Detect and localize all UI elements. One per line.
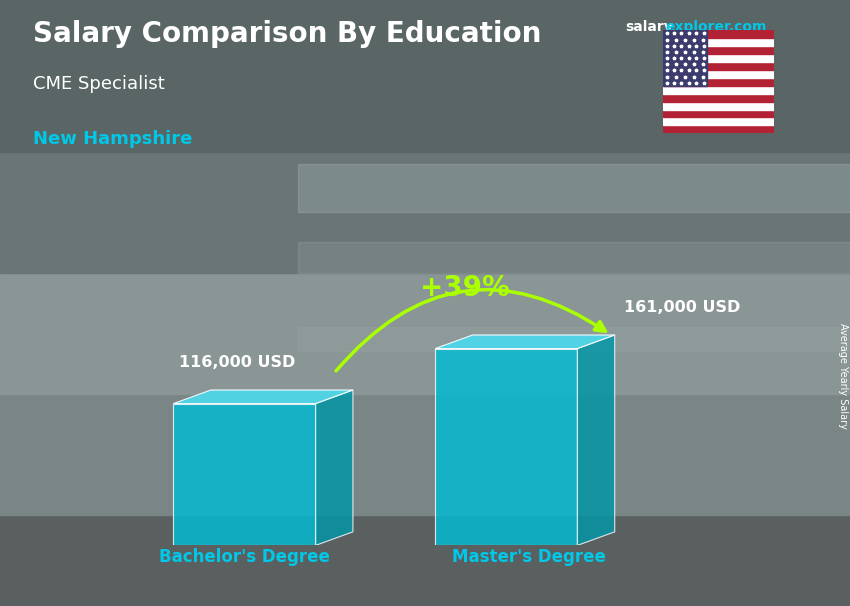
- Bar: [663, 62, 774, 70]
- Bar: [663, 78, 774, 86]
- Text: explorer.com: explorer.com: [666, 20, 767, 34]
- Polygon shape: [315, 390, 353, 545]
- Bar: [298, 164, 850, 212]
- Text: Master's Degree: Master's Degree: [451, 548, 606, 566]
- Polygon shape: [577, 335, 615, 545]
- Text: 161,000 USD: 161,000 USD: [624, 299, 740, 315]
- Polygon shape: [173, 390, 353, 404]
- Bar: [663, 54, 774, 62]
- Bar: [663, 86, 774, 94]
- Text: +39%: +39%: [420, 274, 510, 302]
- Text: Salary Comparison By Education: Salary Comparison By Education: [33, 20, 541, 48]
- Bar: [0, 0, 850, 152]
- Text: salary: salary: [625, 20, 672, 34]
- Bar: [0, 515, 850, 606]
- Polygon shape: [435, 348, 577, 545]
- Polygon shape: [173, 404, 315, 545]
- Bar: [663, 30, 707, 86]
- Text: CME Specialist: CME Specialist: [33, 75, 165, 93]
- Bar: [0, 152, 850, 273]
- Text: Bachelor's Degree: Bachelor's Degree: [159, 548, 330, 566]
- Bar: [663, 70, 774, 78]
- Text: Average Yearly Salary: Average Yearly Salary: [838, 323, 847, 428]
- Bar: [663, 125, 774, 133]
- Bar: [663, 38, 774, 46]
- Text: New Hampshire: New Hampshire: [33, 130, 193, 148]
- Bar: [0, 273, 850, 394]
- Bar: [298, 327, 850, 351]
- Text: 116,000 USD: 116,000 USD: [178, 355, 295, 370]
- Bar: [298, 242, 850, 273]
- Polygon shape: [435, 335, 615, 348]
- Bar: [663, 46, 774, 54]
- Bar: [0, 394, 850, 515]
- Bar: [663, 94, 774, 102]
- Bar: [663, 30, 774, 38]
- Bar: [663, 118, 774, 125]
- Bar: [663, 110, 774, 118]
- Bar: [663, 102, 774, 110]
